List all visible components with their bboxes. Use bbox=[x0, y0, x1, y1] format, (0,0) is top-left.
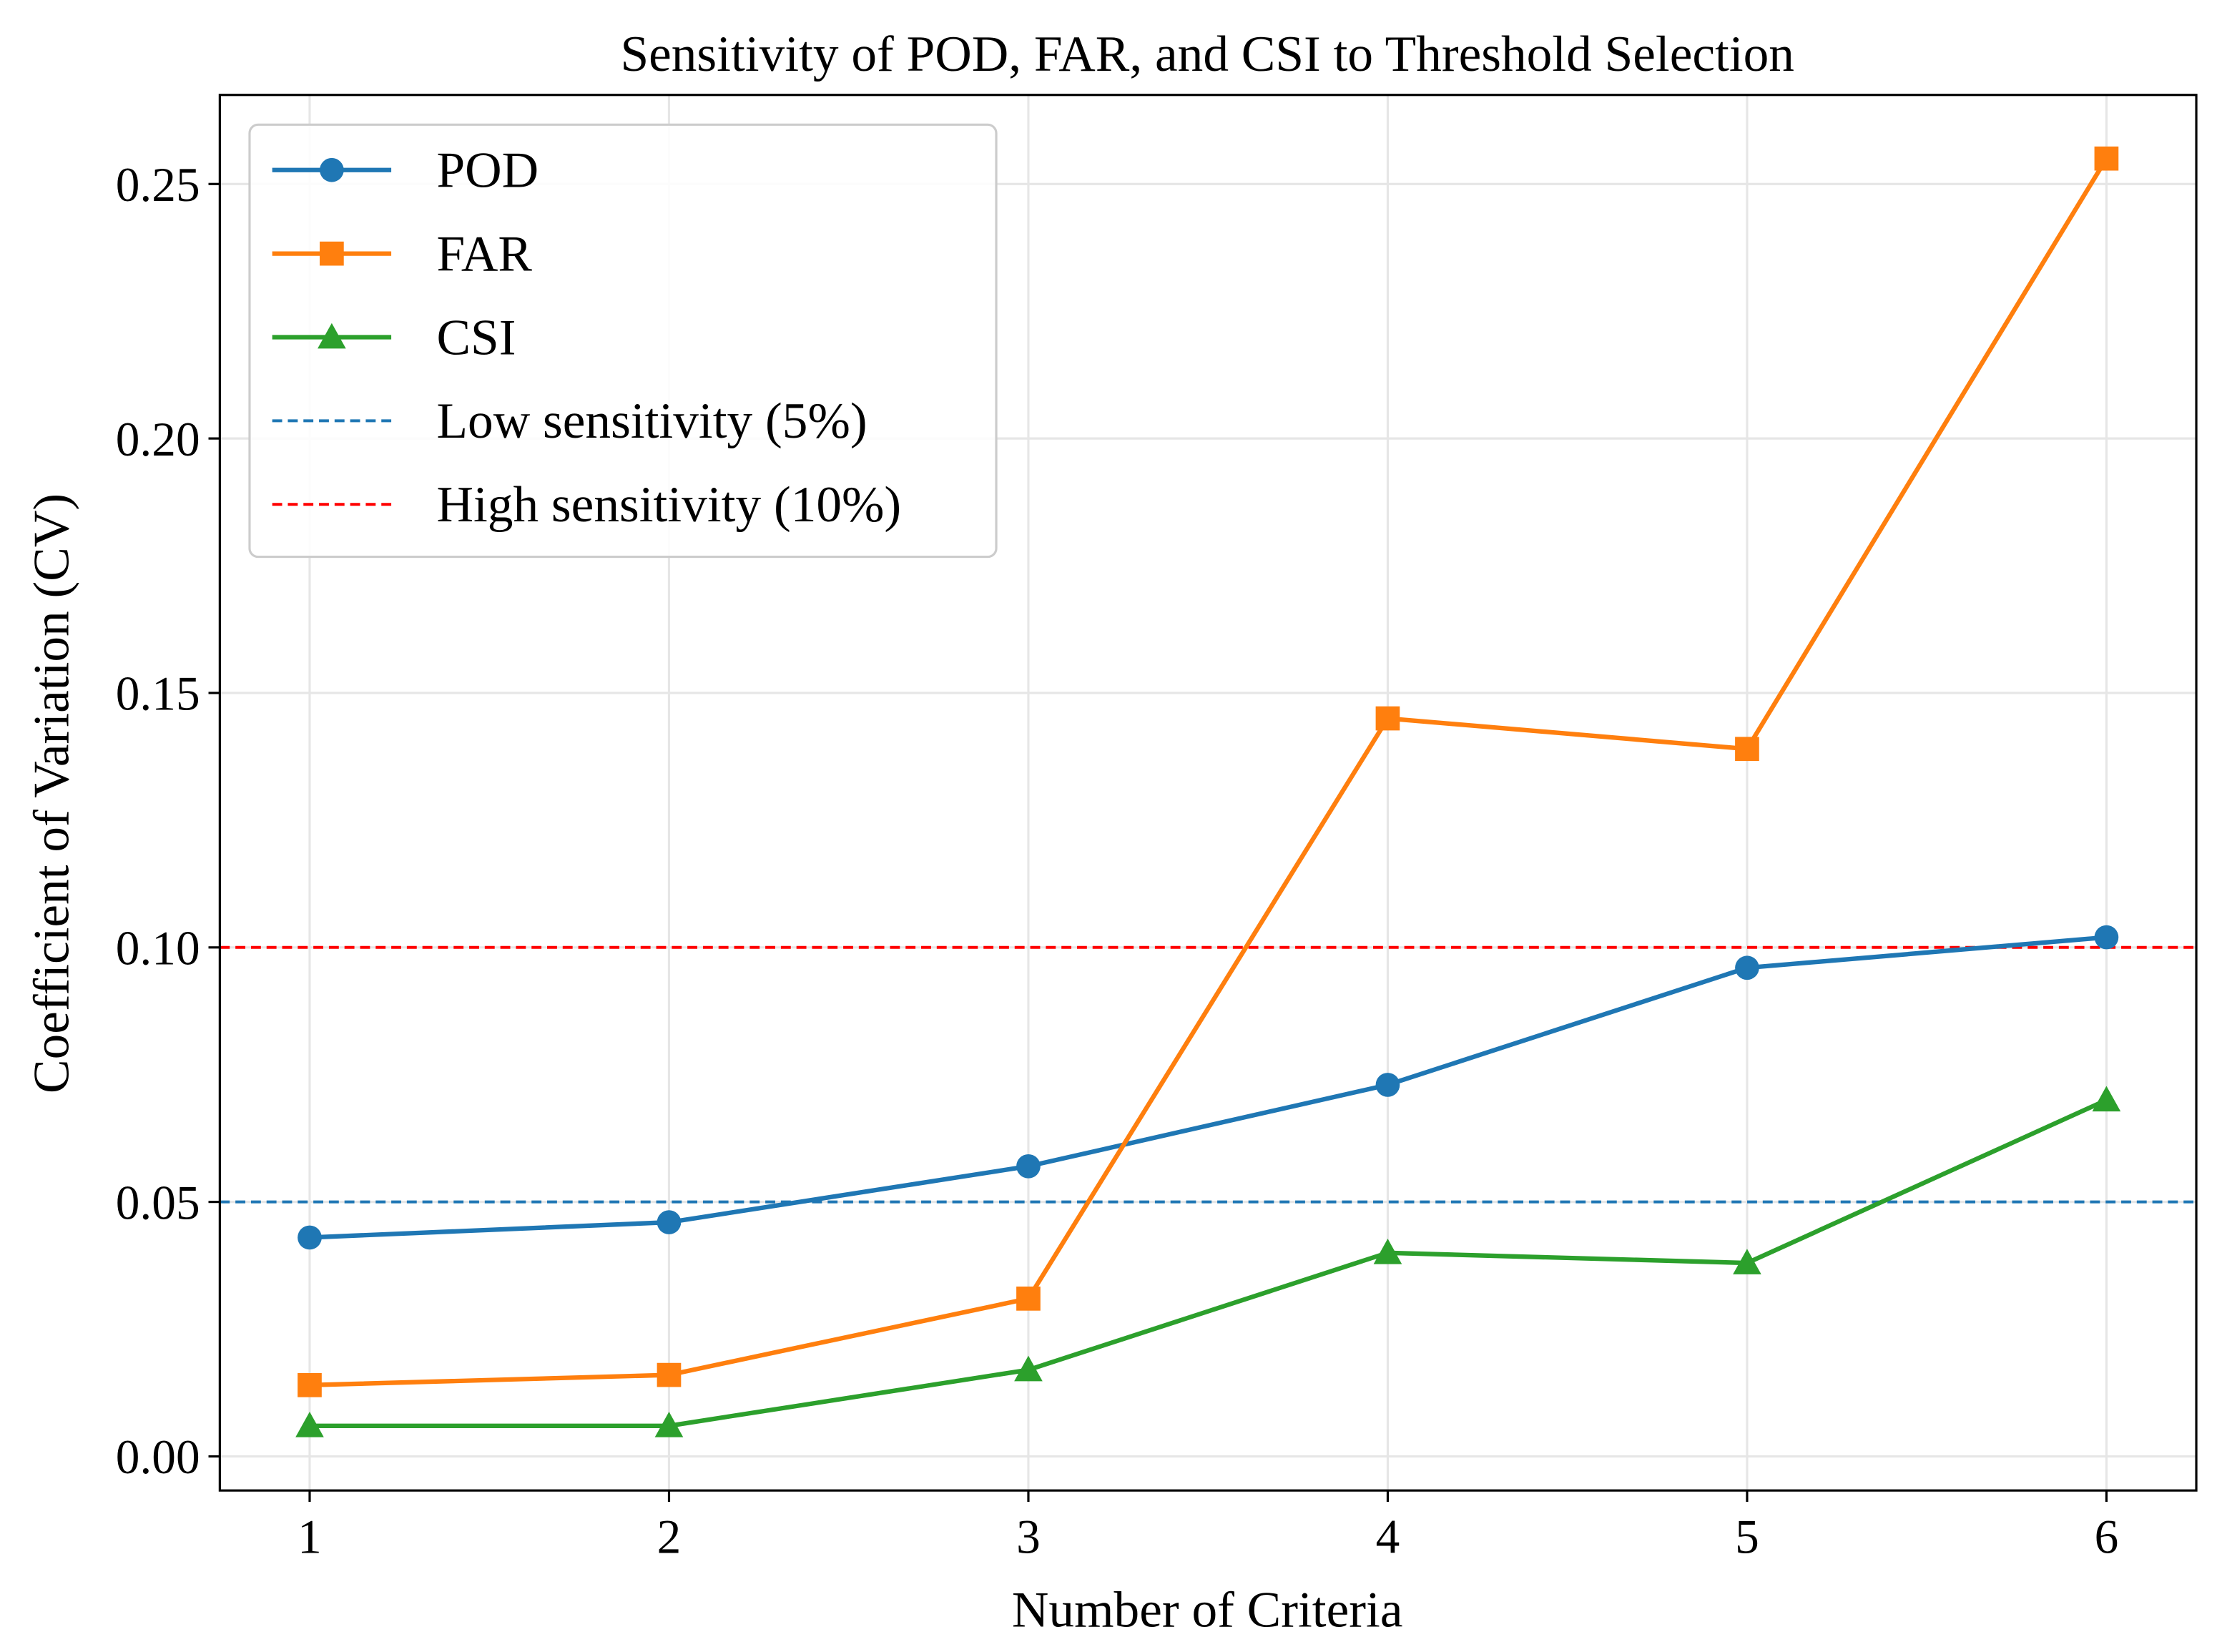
y-tick-label: 0.05 bbox=[116, 1176, 200, 1229]
y-tick-label: 0.10 bbox=[116, 922, 200, 975]
pod-point bbox=[2094, 925, 2119, 950]
series-csi bbox=[295, 1086, 2121, 1437]
far-line bbox=[309, 157, 2109, 1388]
far-point bbox=[2094, 146, 2119, 171]
series-group bbox=[295, 146, 2121, 1437]
csi-point bbox=[2092, 1086, 2121, 1112]
legend-label: POD bbox=[436, 142, 539, 199]
far-point bbox=[1016, 1287, 1041, 1311]
y-tick-label: 0.15 bbox=[116, 667, 200, 721]
legend-label: CSI bbox=[436, 309, 516, 365]
csi-point bbox=[1014, 1355, 1043, 1382]
far-point bbox=[1375, 706, 1400, 731]
legend-label: High sensitivity (10%) bbox=[436, 476, 901, 533]
legend-label: Low sensitivity (5%) bbox=[436, 393, 867, 449]
pod-point bbox=[298, 1225, 322, 1250]
csi-point bbox=[1733, 1249, 1761, 1274]
csi-point bbox=[295, 1411, 324, 1437]
y-tick-label: 0.25 bbox=[116, 158, 200, 212]
y-tick-label: 0.00 bbox=[116, 1430, 200, 1484]
axis-ticks: 1 2 3 4 5 6 0.00 0.05 0.10 0.15 0.20 0.25 bbox=[116, 158, 2118, 1563]
pod-point bbox=[1375, 1073, 1400, 1097]
pod-point bbox=[1016, 1154, 1041, 1179]
x-tick-label: 6 bbox=[2095, 1510, 2119, 1563]
csi-point bbox=[1373, 1238, 1402, 1264]
reference-lines bbox=[220, 945, 2197, 1204]
legend-marker bbox=[320, 157, 344, 182]
legend-marker bbox=[320, 241, 344, 266]
far-point bbox=[298, 1372, 322, 1397]
series-pod bbox=[298, 925, 2119, 1250]
x-tick-label: 4 bbox=[1376, 1510, 1400, 1563]
legend-box bbox=[248, 123, 998, 559]
series-far bbox=[298, 146, 2119, 1397]
legend: POD FAR CSI Low sensitivity (5%) High sensit… bbox=[248, 123, 998, 559]
x-tick-label: 2 bbox=[657, 1510, 682, 1563]
legend-label: FAR bbox=[436, 225, 532, 282]
x-tick-label: 3 bbox=[1016, 1510, 1041, 1563]
plot-frame bbox=[218, 94, 2198, 1492]
x-tick-label: 5 bbox=[1735, 1510, 1759, 1563]
chart-title: Sensitivity of POD, FAR, and CSI to Thre… bbox=[620, 26, 1794, 82]
x-axis-label: Number of Criteria bbox=[1012, 1581, 1403, 1638]
x-tick-label: 1 bbox=[298, 1510, 322, 1563]
pod-line bbox=[309, 935, 2107, 1240]
pod-point bbox=[657, 1210, 682, 1234]
y-tick-label: 0.20 bbox=[116, 413, 200, 466]
csi-line bbox=[309, 1098, 2108, 1428]
far-point bbox=[1735, 737, 1759, 762]
legend-marker bbox=[318, 323, 346, 349]
csi-point bbox=[654, 1411, 684, 1437]
y-axis-label: Coefficient of Variation (CV) bbox=[23, 493, 79, 1093]
far-point bbox=[657, 1362, 682, 1387]
pod-point bbox=[1735, 955, 1759, 980]
